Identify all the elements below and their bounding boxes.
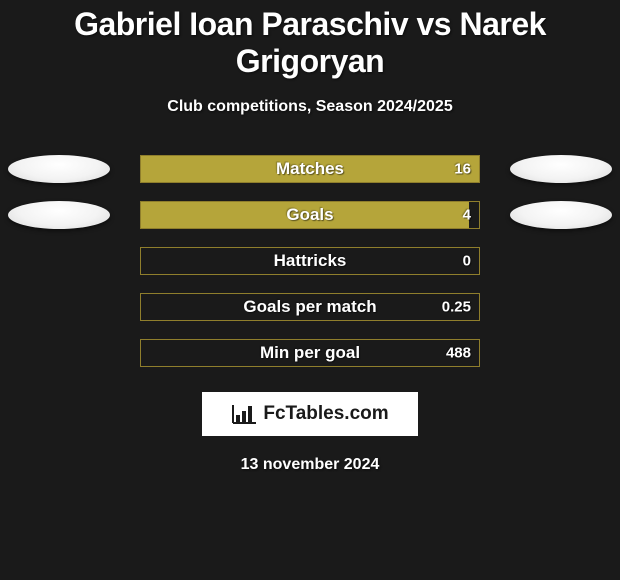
snapshot-date: 13 november 2024 — [0, 456, 620, 474]
stat-rows: Matches16 Goals4 Hattricks0 Goals per match… — [0, 146, 620, 376]
stat-bar: Min per goal488 — [140, 339, 480, 367]
comparison-title: Gabriel Ioan Paraschiv vs Narek Grigorya… — [0, 0, 620, 80]
left-spacer — [8, 339, 110, 367]
left-player-marker — [8, 201, 110, 229]
stat-bar: Matches16 — [140, 155, 480, 183]
left-spacer — [8, 247, 110, 275]
right-spacer — [510, 293, 612, 321]
stat-row: Hattricks0 — [0, 238, 620, 284]
right-player-marker — [510, 201, 612, 229]
stat-label: Hattricks — [141, 251, 479, 271]
bar-chart-icon — [231, 403, 257, 425]
stat-row: Goals per match0.25 — [0, 284, 620, 330]
left-player-marker — [8, 155, 110, 183]
stat-bar: Hattricks0 — [140, 247, 480, 275]
right-spacer — [510, 247, 612, 275]
stat-row: Min per goal488 — [0, 330, 620, 376]
left-spacer — [8, 293, 110, 321]
stat-row: Goals4 — [0, 192, 620, 238]
right-spacer — [510, 339, 612, 367]
stat-value: 0 — [463, 253, 471, 270]
stat-bar: Goals4 — [140, 201, 480, 229]
stat-label: Goals per match — [141, 297, 479, 317]
stat-value: 0.25 — [442, 299, 471, 316]
stat-label: Min per goal — [141, 343, 479, 363]
stat-row: Matches16 — [0, 146, 620, 192]
logo-text: FcTables.com — [263, 403, 388, 425]
comparison-subtitle: Club competitions, Season 2024/2025 — [0, 98, 620, 116]
stat-bar: Goals per match0.25 — [140, 293, 480, 321]
source-logo: FcTables.com — [202, 392, 418, 436]
stat-value: 488 — [446, 345, 471, 362]
right-player-marker — [510, 155, 612, 183]
stat-bar-fill — [141, 202, 469, 228]
stat-bar-fill — [141, 156, 479, 182]
